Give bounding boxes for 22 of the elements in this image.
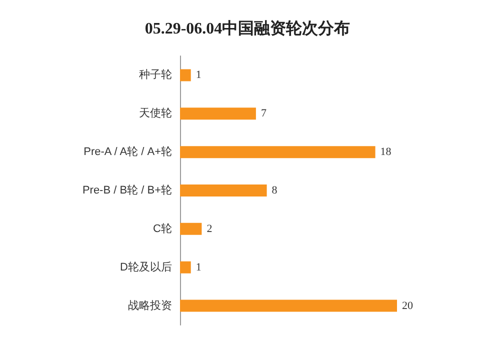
bar (180, 222, 202, 235)
data-label: 8 (272, 184, 278, 196)
data-label: 20 (402, 300, 414, 312)
bar (180, 261, 191, 274)
bar (180, 300, 397, 312)
chart-title: 05.29-06.04中国融资轮次分布 (144, 20, 350, 38)
data-label: 7 (260, 108, 267, 120)
data-label: 1 (196, 69, 202, 82)
y-tick-label: Pre-B / B轮 / B+轮 (82, 184, 172, 196)
bar (180, 184, 267, 196)
y-tick-label: D轮及以后 (120, 260, 172, 274)
y-tick-label: Pre-A / A轮 / A+轮 (84, 146, 172, 158)
y-tick-label: C轮 (153, 222, 172, 235)
bar (180, 108, 256, 120)
data-label: 1 (196, 261, 202, 274)
bar (180, 69, 191, 82)
y-tick-label: 种子轮 (139, 68, 172, 82)
y-tick-label: 战略投资 (128, 300, 172, 312)
y-tick-label: 天使轮 (139, 108, 172, 120)
data-label: 2 (206, 222, 212, 235)
bar (180, 146, 376, 158)
data-label: 18 (380, 146, 392, 158)
